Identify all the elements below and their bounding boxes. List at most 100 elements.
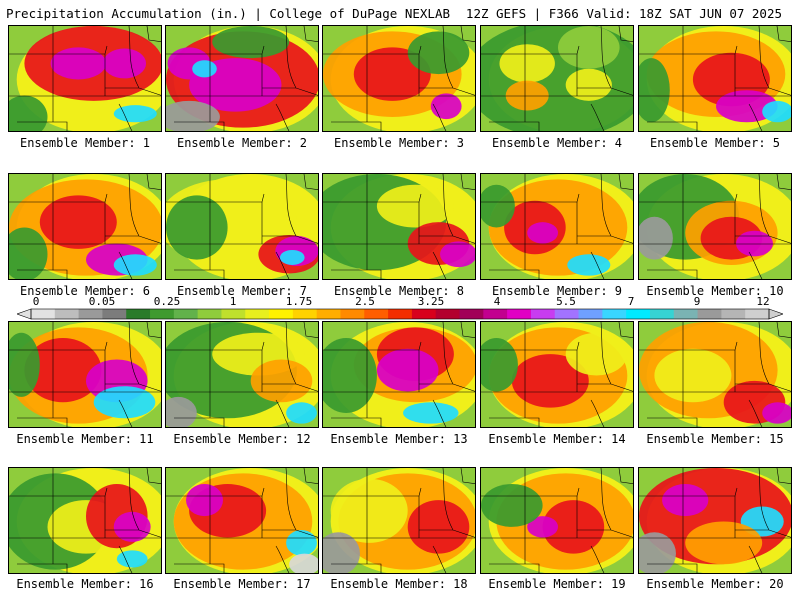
precip-field bbox=[9, 322, 161, 427]
precip-region-cyan bbox=[286, 402, 317, 424]
precip-region-orange bbox=[250, 359, 313, 403]
member-map-15 bbox=[638, 321, 792, 428]
model-run-info: 12Z GEFS | F366 Valid: 18Z SAT JUN 07 20… bbox=[465, 6, 782, 21]
state-boundaries bbox=[481, 26, 633, 131]
precip-field bbox=[481, 322, 633, 427]
state-boundaries bbox=[639, 174, 791, 279]
state-boundaries bbox=[481, 468, 633, 573]
precip-region-magenta bbox=[716, 90, 778, 123]
precip-region-red bbox=[542, 500, 605, 554]
precip-region-red bbox=[511, 354, 589, 408]
member-map-11 bbox=[8, 321, 162, 428]
precip-field bbox=[323, 468, 475, 573]
ensemble-member-label: Ensemble Member: 14 bbox=[488, 432, 626, 446]
colorbar-swatch bbox=[745, 309, 770, 319]
colorbar-tick-label: 5.5 bbox=[556, 295, 576, 308]
precip-region-gray bbox=[323, 532, 360, 573]
precip-field bbox=[9, 26, 161, 131]
colorbar-tick-label: 1.75 bbox=[285, 295, 313, 308]
state-boundaries bbox=[639, 322, 791, 427]
member-map-8 bbox=[322, 173, 476, 280]
precip-region-yellow bbox=[499, 44, 555, 83]
state-boundaries bbox=[166, 174, 318, 279]
colorbar-swatch bbox=[102, 309, 127, 319]
precip-field bbox=[323, 322, 475, 427]
colorbar-swatch bbox=[221, 309, 246, 319]
precip-region-red bbox=[24, 338, 102, 403]
ensemble-member-label: Ensemble Member: 5 bbox=[649, 136, 781, 150]
member-map-5 bbox=[638, 25, 792, 132]
state-boundaries bbox=[166, 468, 318, 573]
precip-region-magenta bbox=[662, 484, 709, 517]
precip-region-green bbox=[481, 484, 543, 527]
colorbar-swatch bbox=[150, 309, 175, 319]
precip-field bbox=[166, 322, 318, 427]
ensemble-member-label: Ensemble Member: 19 bbox=[488, 577, 626, 591]
state-boundaries bbox=[323, 26, 475, 131]
precip-field bbox=[639, 322, 791, 427]
precip-region-magenta bbox=[102, 48, 147, 79]
ensemble-member-label: Ensemble Member: 13 bbox=[330, 432, 468, 446]
state-boundaries bbox=[166, 26, 318, 131]
precip-region-green bbox=[323, 338, 377, 413]
ensemble-member-label: Ensemble Member: 4 bbox=[491, 136, 623, 150]
state-boundaries bbox=[9, 26, 161, 131]
precip-region-green bbox=[407, 31, 470, 75]
colorbar-tick-label: 4 bbox=[493, 295, 501, 308]
ensemble-member-label: Ensemble Member: 7 bbox=[176, 284, 308, 298]
ensemble-member-label: Ensemble Member: 17 bbox=[173, 577, 311, 591]
colorbar-swatch bbox=[602, 309, 627, 319]
colorbar-swatch bbox=[245, 309, 270, 319]
colorbar-swatch bbox=[197, 309, 222, 319]
member-map-12 bbox=[165, 321, 319, 428]
state-boundaries bbox=[9, 468, 161, 573]
precip-region-gray bbox=[639, 532, 676, 573]
member-map-16 bbox=[8, 467, 162, 574]
colorbar-swatch bbox=[673, 309, 699, 319]
precip-region-red bbox=[39, 195, 117, 249]
member-map-19 bbox=[480, 467, 634, 574]
precip-field bbox=[481, 26, 633, 131]
precip-field bbox=[639, 174, 791, 279]
colorbar-swatch bbox=[173, 309, 199, 319]
colorbar bbox=[17, 308, 783, 320]
colorbar-swatch bbox=[530, 309, 556, 319]
member-map-20 bbox=[638, 467, 792, 574]
colorbar-tick-label: 12 bbox=[756, 295, 770, 308]
precip-field bbox=[639, 468, 791, 573]
precip-region-yellow bbox=[376, 184, 454, 228]
state-boundaries bbox=[323, 174, 475, 279]
precip-region-cyan bbox=[113, 105, 157, 123]
precip-field bbox=[323, 174, 475, 279]
ensemble-member-label: Ensemble Member: 9 bbox=[491, 284, 623, 298]
precip-field bbox=[323, 26, 475, 131]
colorbar-swatch bbox=[292, 309, 318, 319]
colorbar-swatch bbox=[697, 309, 722, 319]
member-map-13 bbox=[322, 321, 476, 428]
state-boundaries bbox=[639, 468, 791, 573]
ensemble-member-label: Ensemble Member: 3 bbox=[333, 136, 465, 150]
colorbar-tick-label: 2.5 bbox=[355, 295, 375, 308]
ensemble-member-label: Ensemble Member: 11 bbox=[16, 432, 154, 446]
ensemble-member-label: Ensemble Member: 1 bbox=[19, 136, 151, 150]
colorbar-swatch bbox=[411, 309, 437, 319]
member-map-18 bbox=[322, 467, 476, 574]
colorbar-swatch bbox=[554, 309, 580, 319]
colorbar-swatch bbox=[340, 309, 365, 319]
precip-region-green bbox=[9, 227, 48, 279]
colorbar-tick-label: 9 bbox=[693, 295, 701, 308]
precip-field bbox=[166, 174, 318, 279]
precip-region-green bbox=[481, 184, 515, 228]
precip-field bbox=[481, 468, 633, 573]
state-boundaries bbox=[639, 26, 791, 131]
precip-region-gray bbox=[166, 396, 197, 427]
ensemble-member-label: Ensemble Member: 20 bbox=[646, 577, 784, 591]
precip-region-magenta bbox=[527, 222, 558, 244]
precip-region-cyan bbox=[286, 530, 317, 556]
colorbar-swatch bbox=[459, 309, 484, 319]
state-boundaries bbox=[9, 174, 161, 279]
colorbar-tick-label: 3.25 bbox=[417, 295, 445, 308]
precip-region-lightgreen bbox=[558, 26, 620, 69]
colorbar-swatch bbox=[126, 309, 151, 319]
precip-region-magenta bbox=[50, 47, 107, 80]
